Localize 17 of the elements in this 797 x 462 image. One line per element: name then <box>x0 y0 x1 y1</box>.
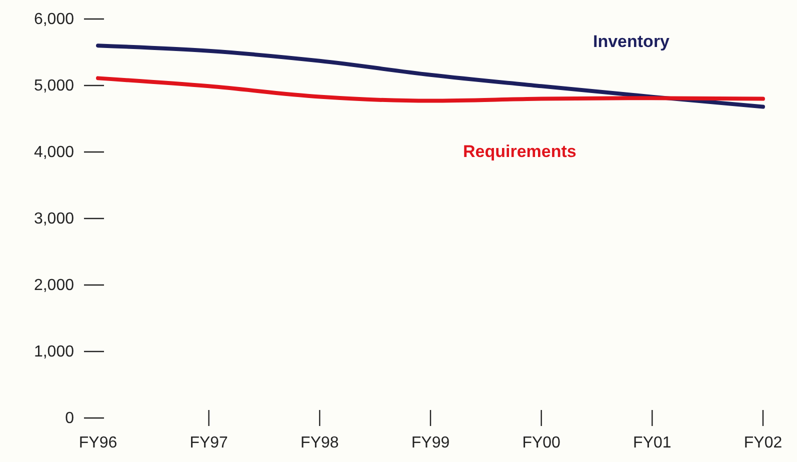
y-tick-label: 4,000 <box>34 144 74 162</box>
x-tick-label: FY00 <box>522 434 561 452</box>
text: Requirements <box>463 142 576 161</box>
x-tick-label: FY97 <box>190 434 228 452</box>
y-tick-label: 5,000 <box>34 78 74 95</box>
y-tick-label: 2,000 <box>34 277 74 294</box>
y-tick-label: 6,000 <box>34 11 74 28</box>
x-tick-label: FY96 <box>78 434 118 452</box>
x-tick-label: FY02 <box>744 434 782 452</box>
line-series <box>96 76 765 103</box>
x-tick-label: FY01 <box>633 434 672 452</box>
y-tick-label: 0 <box>65 410 74 428</box>
text: Inventory <box>593 32 670 51</box>
y-tick-label: 1,000 <box>34 344 74 361</box>
x-tick-label: FY98 <box>300 434 339 452</box>
y-tick-label: 3,000 <box>34 210 74 228</box>
x-tick-label: FY99 <box>411 434 450 452</box>
